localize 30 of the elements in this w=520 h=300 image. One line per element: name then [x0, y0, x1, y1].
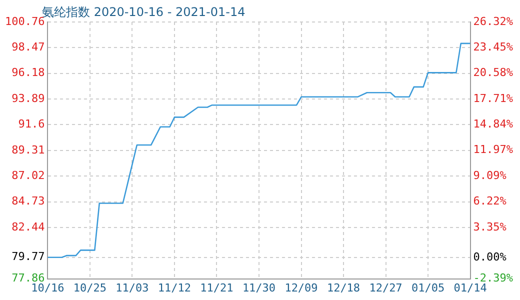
chart-title: 氨纶指数 2020-10-16 - 2021-01-14: [42, 4, 246, 19]
y-tick-label: 93.89: [12, 92, 45, 105]
y-tick-label: 96.18: [12, 66, 45, 80]
y2-tick-label: 9.09%: [473, 168, 507, 182]
y-tick-label: 100.76: [4, 14, 45, 28]
x-tick-label: 11/03: [116, 281, 149, 294]
y2-tick-label: 11.97%: [473, 143, 514, 156]
x-tick-label: 01/05: [411, 281, 445, 294]
x-tick-label: 11/21: [200, 281, 234, 294]
x-tick-label: 12/27: [369, 281, 402, 294]
x-tick-label: 12/09: [284, 281, 318, 294]
y2-tick-label: 26.32%: [473, 14, 514, 28]
y2-tick-label: 0.00%: [473, 250, 507, 264]
y2-tick-label: 14.84%: [473, 118, 514, 131]
y2-tick-label: 3.35%: [473, 220, 507, 234]
x-tick-label: 11/12: [158, 281, 192, 294]
y2-tick-label: 17.71%: [473, 92, 514, 105]
y-tick-label: 89.31: [12, 143, 45, 156]
y-tick-label: 87.02: [12, 168, 45, 182]
x-tick-label: 11/30: [242, 281, 276, 294]
y-tick-label: 79.77: [12, 250, 45, 264]
y-tick-label: 82.44: [12, 220, 46, 234]
x-tick-label: 10/25: [73, 281, 107, 294]
y2-tick-label: 23.45%: [473, 40, 514, 54]
y-tick-label: 98.47: [12, 40, 45, 54]
y-tick-label: 91.6: [18, 118, 45, 131]
y2-tick-label: 20.58%: [473, 66, 514, 80]
y-tick-label: 84.73: [12, 194, 45, 208]
x-tick-label: 12/18: [326, 281, 360, 294]
y2-tick-label: 6.22%: [473, 194, 507, 208]
